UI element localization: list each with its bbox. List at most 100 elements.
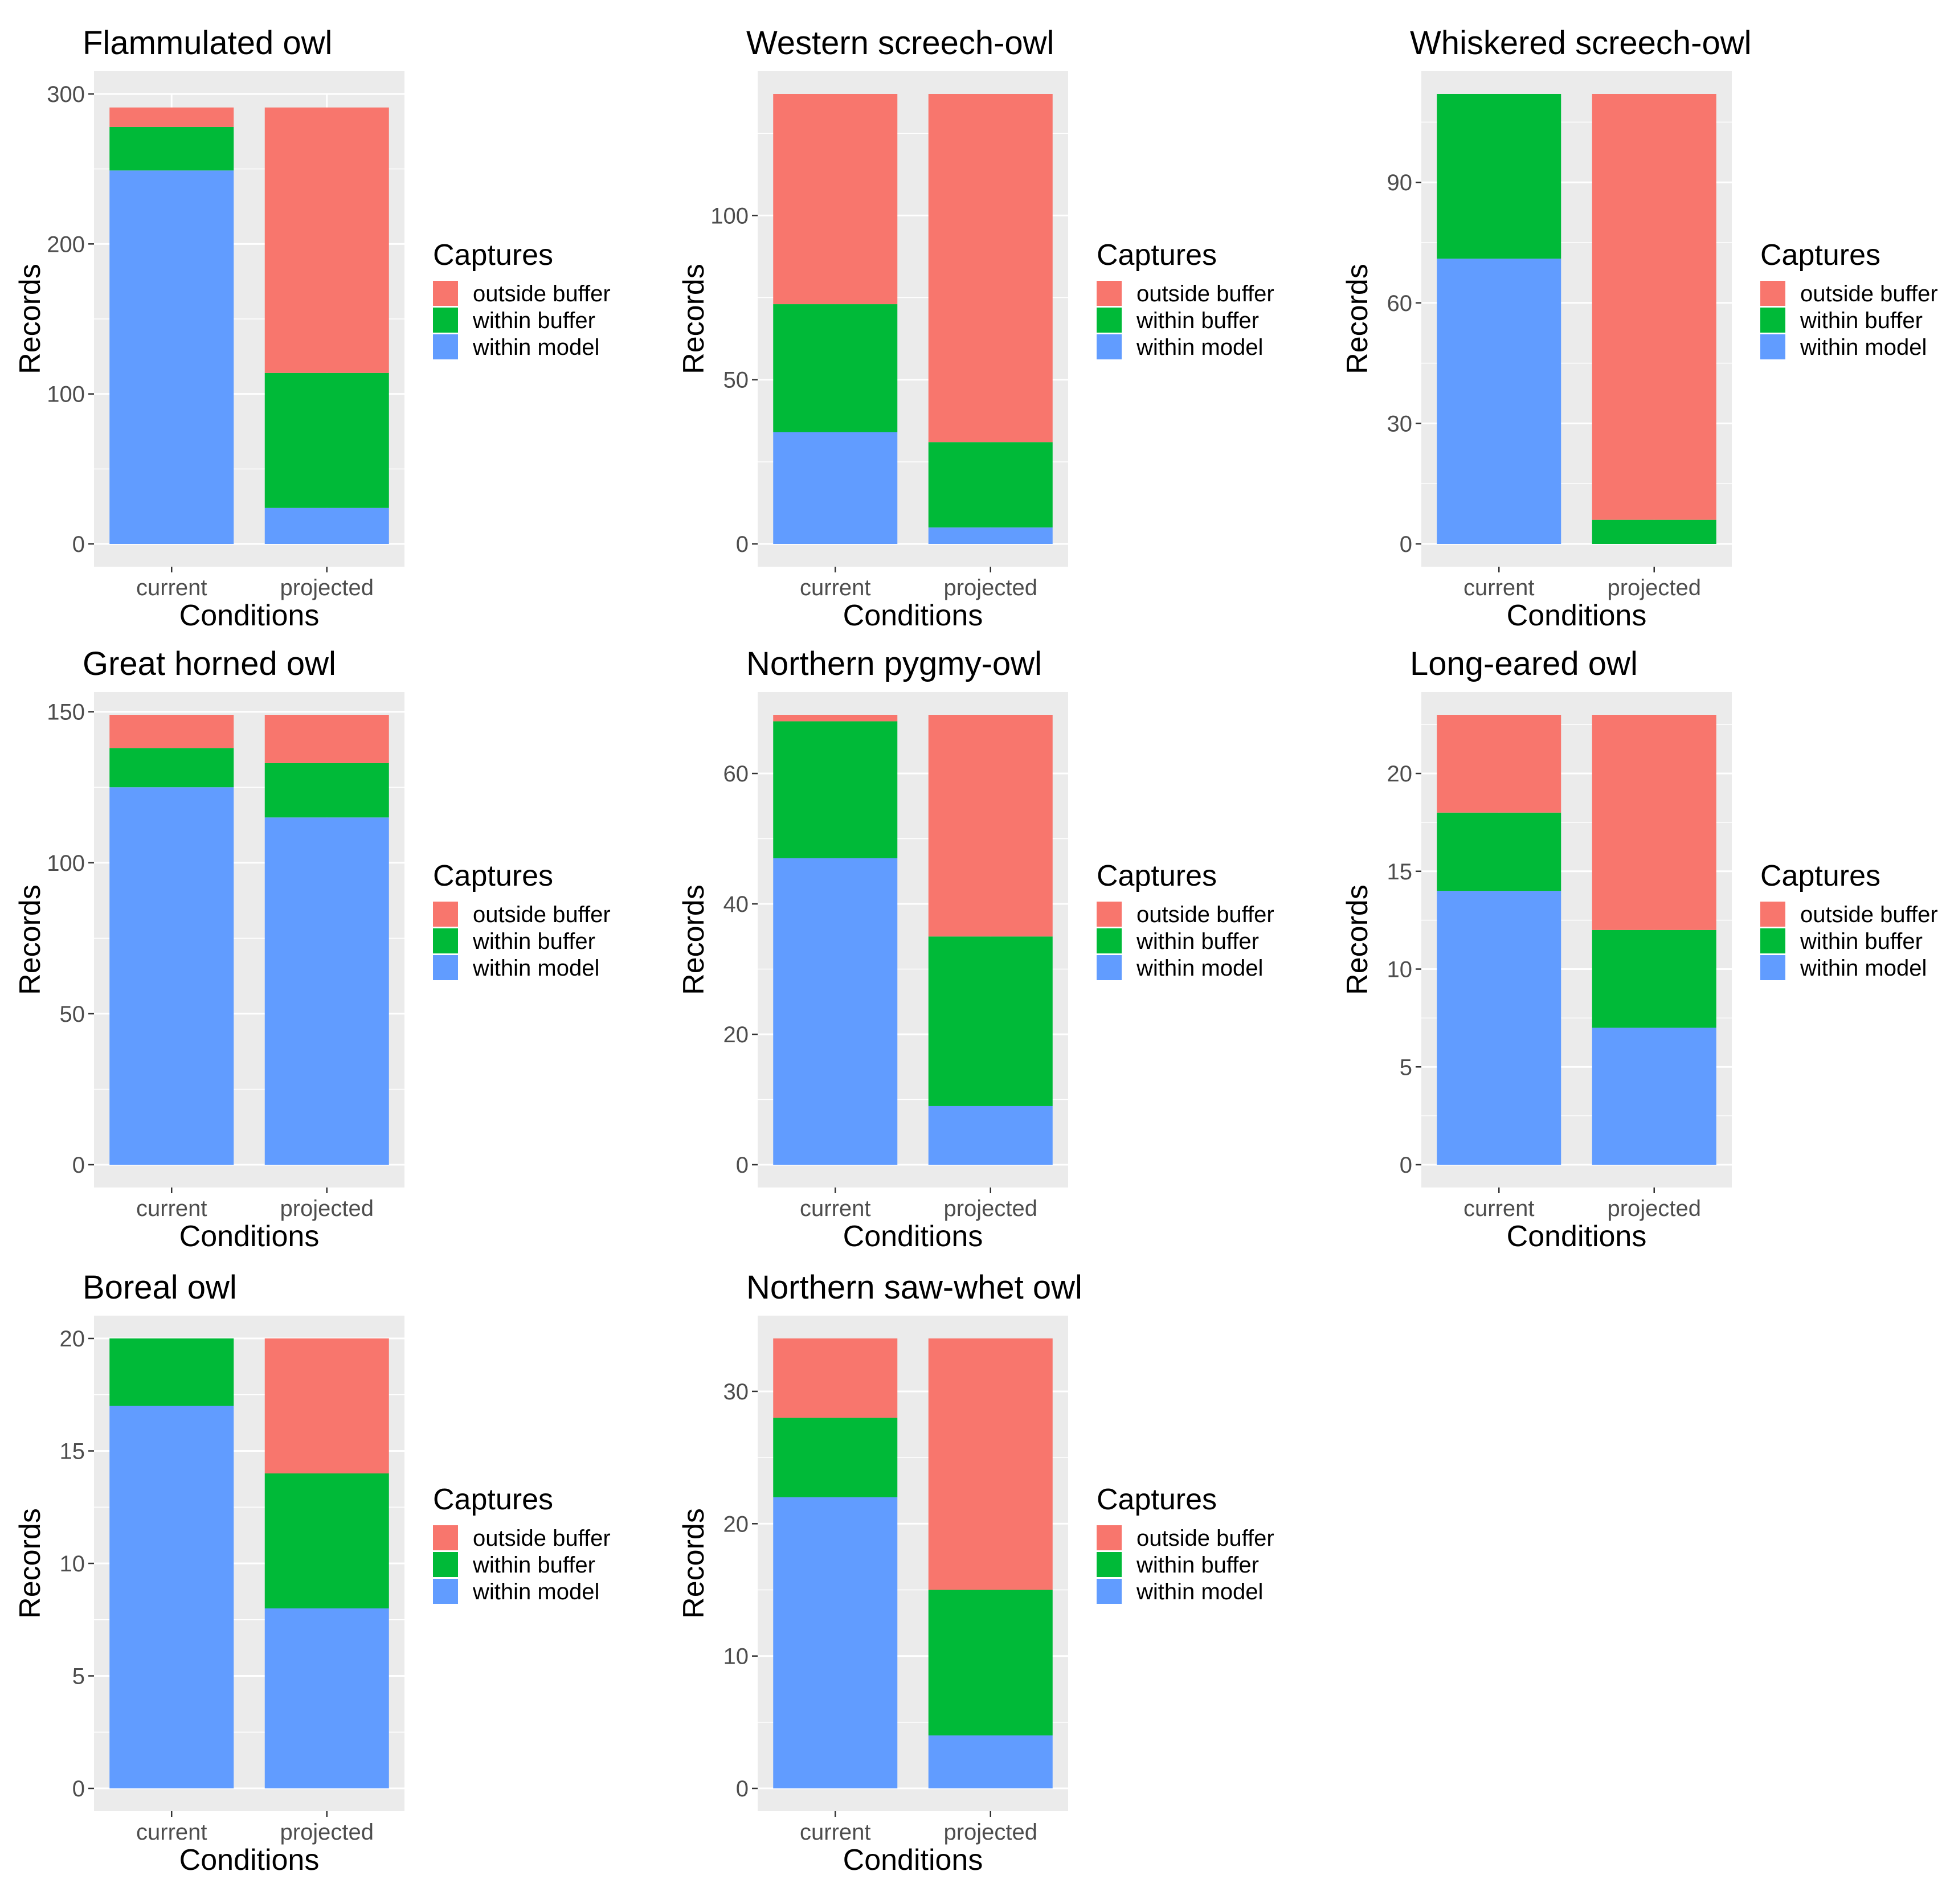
legend-key-outside-buffer: [1097, 902, 1122, 927]
bar-outside-buffer: [773, 1338, 898, 1418]
bar-within-model: [928, 527, 1053, 544]
legend-key-within-buffer: [433, 308, 458, 333]
y-tick-label: 20: [1387, 761, 1413, 787]
legend-label: within model: [1136, 335, 1263, 360]
legend-key-outside-buffer: [1097, 1525, 1122, 1550]
y-tick-label: 50: [723, 368, 749, 393]
x-axis-title: Conditions: [1507, 1220, 1647, 1253]
bar-within-buffer: [109, 748, 234, 788]
chart-title: Great horned owl: [83, 645, 336, 682]
bar-outside-buffer: [264, 107, 389, 373]
legend-key-outside-buffer: [1760, 902, 1785, 927]
y-tick-label: 60: [1387, 291, 1413, 316]
y-tick-label: 100: [47, 382, 85, 407]
y-axis-title: Records: [677, 264, 710, 374]
bar-within-buffer: [109, 1338, 234, 1406]
y-axis-title: Records: [677, 1508, 710, 1619]
bar-within-model: [264, 1608, 389, 1788]
bar-outside-buffer: [109, 107, 234, 127]
y-tick-label: 0: [72, 1153, 85, 1178]
chart-3: Great horned owl 0 50 100 150 current projecte…: [14, 645, 611, 1253]
bar-outside-buffer: [1437, 715, 1561, 813]
x-tick-label: projected: [943, 1196, 1037, 1221]
legend-key-outside-buffer: [433, 902, 458, 927]
chart-title: Whiskered screech-owl: [1410, 24, 1752, 62]
bar-outside-buffer: [928, 715, 1053, 937]
chart-6: Boreal owl 0 5 10 15 20 current projectedCondit…: [14, 1269, 611, 1877]
legend-label: within model: [472, 335, 599, 360]
bar-within-model: [264, 817, 389, 1165]
chart-2: Whiskered screech-owl 0 30 60 90 current proje…: [1341, 24, 1938, 632]
legend-key-within-model: [1097, 955, 1122, 980]
legend-label: outside buffer: [473, 1526, 611, 1551]
legend-label: outside buffer: [1136, 1526, 1274, 1551]
legend-label: within buffer: [1800, 929, 1923, 954]
legend-label: outside buffer: [1136, 281, 1274, 306]
y-tick-label: 0: [72, 532, 85, 557]
bar-within-model: [109, 170, 234, 544]
x-axis-title: Conditions: [843, 1220, 983, 1253]
legend-key-within-buffer: [1097, 928, 1122, 953]
bar-within-buffer: [773, 304, 898, 432]
legend-key-within-model: [1760, 334, 1785, 359]
legend-label: within buffer: [1136, 308, 1259, 333]
legend-label: within model: [1136, 1579, 1263, 1604]
legend-key-within-buffer: [1760, 308, 1785, 333]
bar-within-buffer: [264, 1473, 389, 1608]
legend-title: Captures: [1760, 859, 1880, 892]
y-axis-title: Records: [1341, 264, 1374, 374]
y-tick-label: 0: [1400, 1153, 1412, 1178]
legend-key-within-model: [433, 955, 458, 980]
legend-key-within-model: [1097, 1579, 1122, 1604]
x-tick-label: current: [136, 1196, 207, 1221]
y-axis-title: Records: [677, 885, 710, 995]
x-tick-label: current: [136, 575, 207, 600]
y-axis-title: Records: [14, 885, 47, 995]
y-axis-title: Records: [14, 1508, 47, 1619]
bar-within-model: [109, 787, 234, 1165]
legend-title: Captures: [1097, 859, 1217, 892]
legend-title: Captures: [1097, 1483, 1217, 1516]
x-tick-label: projected: [280, 1196, 374, 1221]
legend-label: outside buffer: [1800, 902, 1938, 927]
y-tick-label: 10: [723, 1644, 749, 1669]
bar-within-model: [109, 1406, 234, 1788]
bar-within-model: [1592, 1027, 1716, 1165]
chart-title: Northern saw-whet owl: [746, 1269, 1082, 1306]
bar-outside-buffer: [109, 715, 234, 748]
legend-label: within buffer: [1136, 929, 1259, 954]
legend-key-outside-buffer: [433, 281, 458, 306]
bar-within-buffer: [928, 1590, 1053, 1736]
y-axis-title: Records: [14, 264, 47, 374]
legend-key-outside-buffer: [1097, 281, 1122, 306]
bar-within-buffer: [773, 721, 898, 858]
legend-key-within-model: [1097, 334, 1122, 359]
bar-outside-buffer: [264, 715, 389, 763]
y-tick-label: 60: [723, 761, 749, 787]
legend-label: within buffer: [472, 308, 595, 333]
y-tick-label: 15: [1387, 859, 1413, 885]
chart-title: Boreal owl: [83, 1269, 237, 1306]
chart-4: Northern pygmy-owl 0 20 40 60 current projecte…: [677, 645, 1274, 1253]
legend-label: within model: [1136, 956, 1263, 981]
x-tick-label: projected: [943, 575, 1037, 600]
legend-key-within-buffer: [1760, 928, 1785, 953]
bar-outside-buffer: [773, 94, 898, 305]
legend-title: Captures: [1097, 239, 1217, 272]
y-tick-label: 40: [723, 892, 749, 917]
x-axis-title: Conditions: [179, 599, 320, 632]
y-tick-label: 0: [736, 532, 749, 557]
legend-key-within-buffer: [1097, 308, 1122, 333]
y-tick-label: 0: [1400, 532, 1412, 557]
legend-title: Captures: [433, 1483, 553, 1516]
x-axis-title: Conditions: [179, 1220, 320, 1253]
y-tick-label: 30: [723, 1379, 749, 1405]
x-tick-label: projected: [943, 1820, 1037, 1845]
y-tick-label: 0: [736, 1776, 749, 1801]
legend-key-within-buffer: [433, 1552, 458, 1577]
x-tick-label: projected: [280, 1820, 374, 1845]
bar-within-buffer: [1437, 812, 1561, 891]
bar-within-model: [264, 507, 389, 544]
y-tick-label: 30: [1387, 411, 1413, 436]
